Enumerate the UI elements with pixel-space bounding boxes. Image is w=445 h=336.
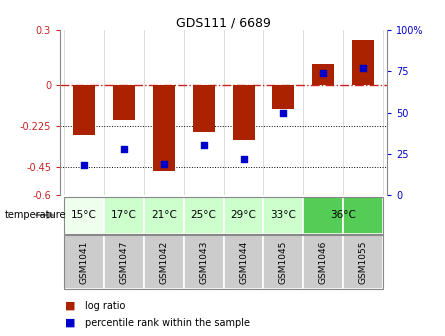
Bar [224,235,263,289]
Text: 17°C: 17°C [111,210,137,220]
Text: GSM1042: GSM1042 [159,241,168,284]
Point [360,66,367,71]
Bar [263,197,303,234]
Text: temperature: temperature [4,210,66,220]
Title: GDS111 / 6689: GDS111 / 6689 [176,16,271,29]
Text: GSM1043: GSM1043 [199,240,208,284]
Point [240,156,247,161]
Text: ■: ■ [65,318,75,328]
Bar [272,85,295,109]
Bar [343,235,383,289]
Bar [113,85,135,120]
Text: GSM1046: GSM1046 [319,240,328,284]
Bar [144,197,184,234]
Text: 36°C: 36°C [330,210,356,220]
Bar [224,197,263,234]
Text: GSM1047: GSM1047 [119,240,129,284]
Text: percentile rank within the sample: percentile rank within the sample [85,318,250,328]
Bar [263,235,303,289]
Bar [184,197,224,234]
Text: GSM1041: GSM1041 [80,240,89,284]
Text: 25°C: 25°C [191,210,217,220]
Text: ■: ■ [65,301,75,311]
Text: GSM1055: GSM1055 [359,240,368,284]
Text: log ratio: log ratio [85,301,125,311]
Bar [64,235,104,289]
Bar [312,64,334,85]
Text: 21°C: 21°C [151,210,177,220]
Bar [104,235,144,289]
Point [280,110,287,115]
Text: GSM1044: GSM1044 [239,241,248,284]
Bar [184,235,224,289]
Bar [303,235,343,289]
Point [120,146,127,152]
Bar [193,85,214,132]
Bar [153,85,175,171]
Bar [73,85,95,134]
Bar [352,40,374,85]
Bar [303,197,343,234]
Text: GSM1045: GSM1045 [279,240,288,284]
Bar [233,85,255,140]
Bar [104,197,144,234]
Text: 15°C: 15°C [71,210,97,220]
Bar [144,235,184,289]
Bar [64,197,104,234]
Text: 33°C: 33°C [271,210,296,220]
Point [200,143,207,148]
Point [81,163,88,168]
Point [160,161,167,166]
Point [320,70,327,76]
Text: 29°C: 29°C [231,210,256,220]
Bar [343,197,383,234]
